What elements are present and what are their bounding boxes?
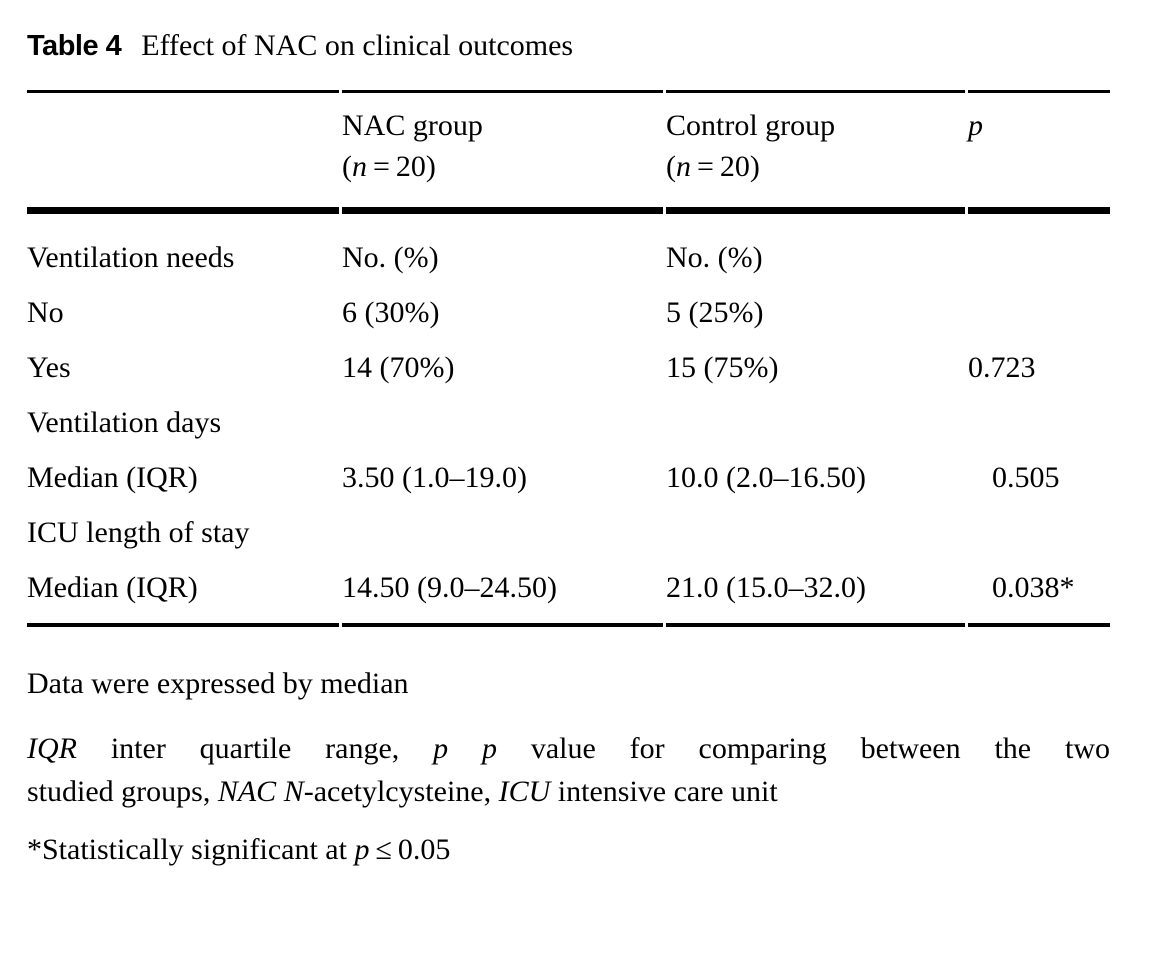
p-value-cell: 0.723 — [968, 351, 1036, 384]
column-header-p: p — [968, 90, 1110, 214]
control-value-cell — [666, 395, 965, 450]
p-value-cell — [968, 505, 1110, 560]
p-value-cell — [968, 214, 1110, 285]
p-value-cell: 0.505 — [992, 461, 1060, 494]
table-row-ventilation-median: Median (IQR) 3.50 (1.0–19.0) 10.0 (2.0–1… — [27, 450, 1110, 505]
row-label-cell: Yes — [27, 351, 71, 384]
table-row-icu-median: Median (IQR) 14.50 (9.0–24.50) 21.0 (15.… — [27, 560, 1110, 627]
control-value-cell: 15 (75%) — [666, 351, 779, 384]
table-row-icu-stay: ICU length of stay — [27, 505, 1110, 560]
table-footnotes: Data were expressed by median IQR inter … — [27, 663, 1110, 871]
nac-value-cell: 3.50 (1.0–19.0) — [342, 461, 527, 494]
footnote-significance: *Statistically significant at p ≤ 0.05 — [27, 829, 1110, 871]
nac-value-cell: 6 (30%) — [342, 296, 440, 329]
footnote-abbreviations-line1: IQR inter quartile range, p p value for … — [27, 732, 1110, 765]
control-value-cell — [666, 505, 965, 560]
significance-prefix: *Statistically significant at — [27, 833, 355, 866]
footnote-abbreviations-line2: studied groups, NAC N-acetylcysteine, IC… — [27, 775, 778, 808]
n-equals-value: = 20) — [691, 150, 760, 183]
row-label-cell: Ventilation needs — [27, 241, 235, 274]
header-row: NAC group (n = 20) Control group (n = 20… — [27, 90, 1110, 214]
table-title-text: Effect of NAC on clinical outcomes — [141, 29, 574, 62]
nac-value-cell — [342, 505, 663, 560]
header-empty-cell — [27, 90, 339, 214]
significance-threshold: ≤ 0.05 — [369, 833, 451, 866]
column-header-nac-group: NAC group (n = 20) — [342, 90, 663, 214]
control-value-cell: No. (%) — [666, 241, 763, 274]
p-value-cell — [968, 285, 1110, 340]
row-label-cell: Median (IQR) — [27, 461, 198, 494]
row-label-cell: Ventilation days — [27, 406, 222, 439]
table-row-no: No 6 (30%) 5 (25%) — [27, 285, 1110, 340]
nac-value-cell: 14.50 (9.0–24.50) — [342, 560, 663, 627]
footnote-abbreviations: IQR inter quartile range, p p value for … — [27, 727, 1110, 813]
row-label-cell: ICU length of stay — [27, 516, 250, 549]
control-group-header-line2: (n = 20) — [666, 146, 965, 187]
paren-open: ( — [666, 150, 676, 183]
table-row-ventilation-needs: Ventilation needs No. (%) No. (%) — [27, 214, 1110, 285]
nac-value-cell: No. (%) — [342, 241, 439, 274]
footnote-data-note: Data were expressed by median — [27, 667, 409, 700]
control-value-cell: 10.0 (2.0–16.50) — [666, 461, 866, 494]
control-value-cell: 21.0 (15.0–32.0) — [666, 560, 965, 627]
row-label-cell: No — [27, 296, 64, 329]
row-label-cell: Median (IQR) — [27, 560, 339, 627]
paren-open: ( — [342, 150, 352, 183]
p-variable: p — [354, 833, 370, 866]
nac-value-cell: 14 (70%) — [342, 351, 455, 384]
table-header: NAC group (n = 20) Control group (n = 20… — [27, 90, 1110, 214]
n-equals-value: = 20) — [367, 150, 436, 183]
column-header-control-group: Control group (n = 20) — [666, 90, 965, 214]
control-group-header-line1: Control group — [666, 109, 836, 142]
table-row-ventilation-days: Ventilation days — [27, 395, 1110, 450]
p-value-cell — [968, 395, 1110, 450]
n-variable: n — [676, 150, 691, 183]
table-row-yes: Yes 14 (70%) 15 (75%) 0.723 — [27, 340, 1110, 395]
table-number-label: Table 4 — [27, 30, 122, 62]
table-body: Ventilation needs No. (%) No. (%) No 6 (… — [27, 214, 1110, 627]
n-variable: n — [352, 150, 367, 183]
p-value-cell: 0.038* — [968, 560, 1110, 627]
clinical-outcomes-table: NAC group (n = 20) Control group (n = 20… — [24, 90, 1113, 627]
nac-value-cell — [342, 395, 663, 450]
control-value-cell: 5 (25%) — [666, 296, 764, 329]
nac-group-header-line1: NAC group — [342, 109, 483, 142]
table-caption: Table 4 Effect of NAC on clinical outcome… — [27, 26, 1164, 66]
nac-group-header-line2: (n = 20) — [342, 146, 663, 187]
